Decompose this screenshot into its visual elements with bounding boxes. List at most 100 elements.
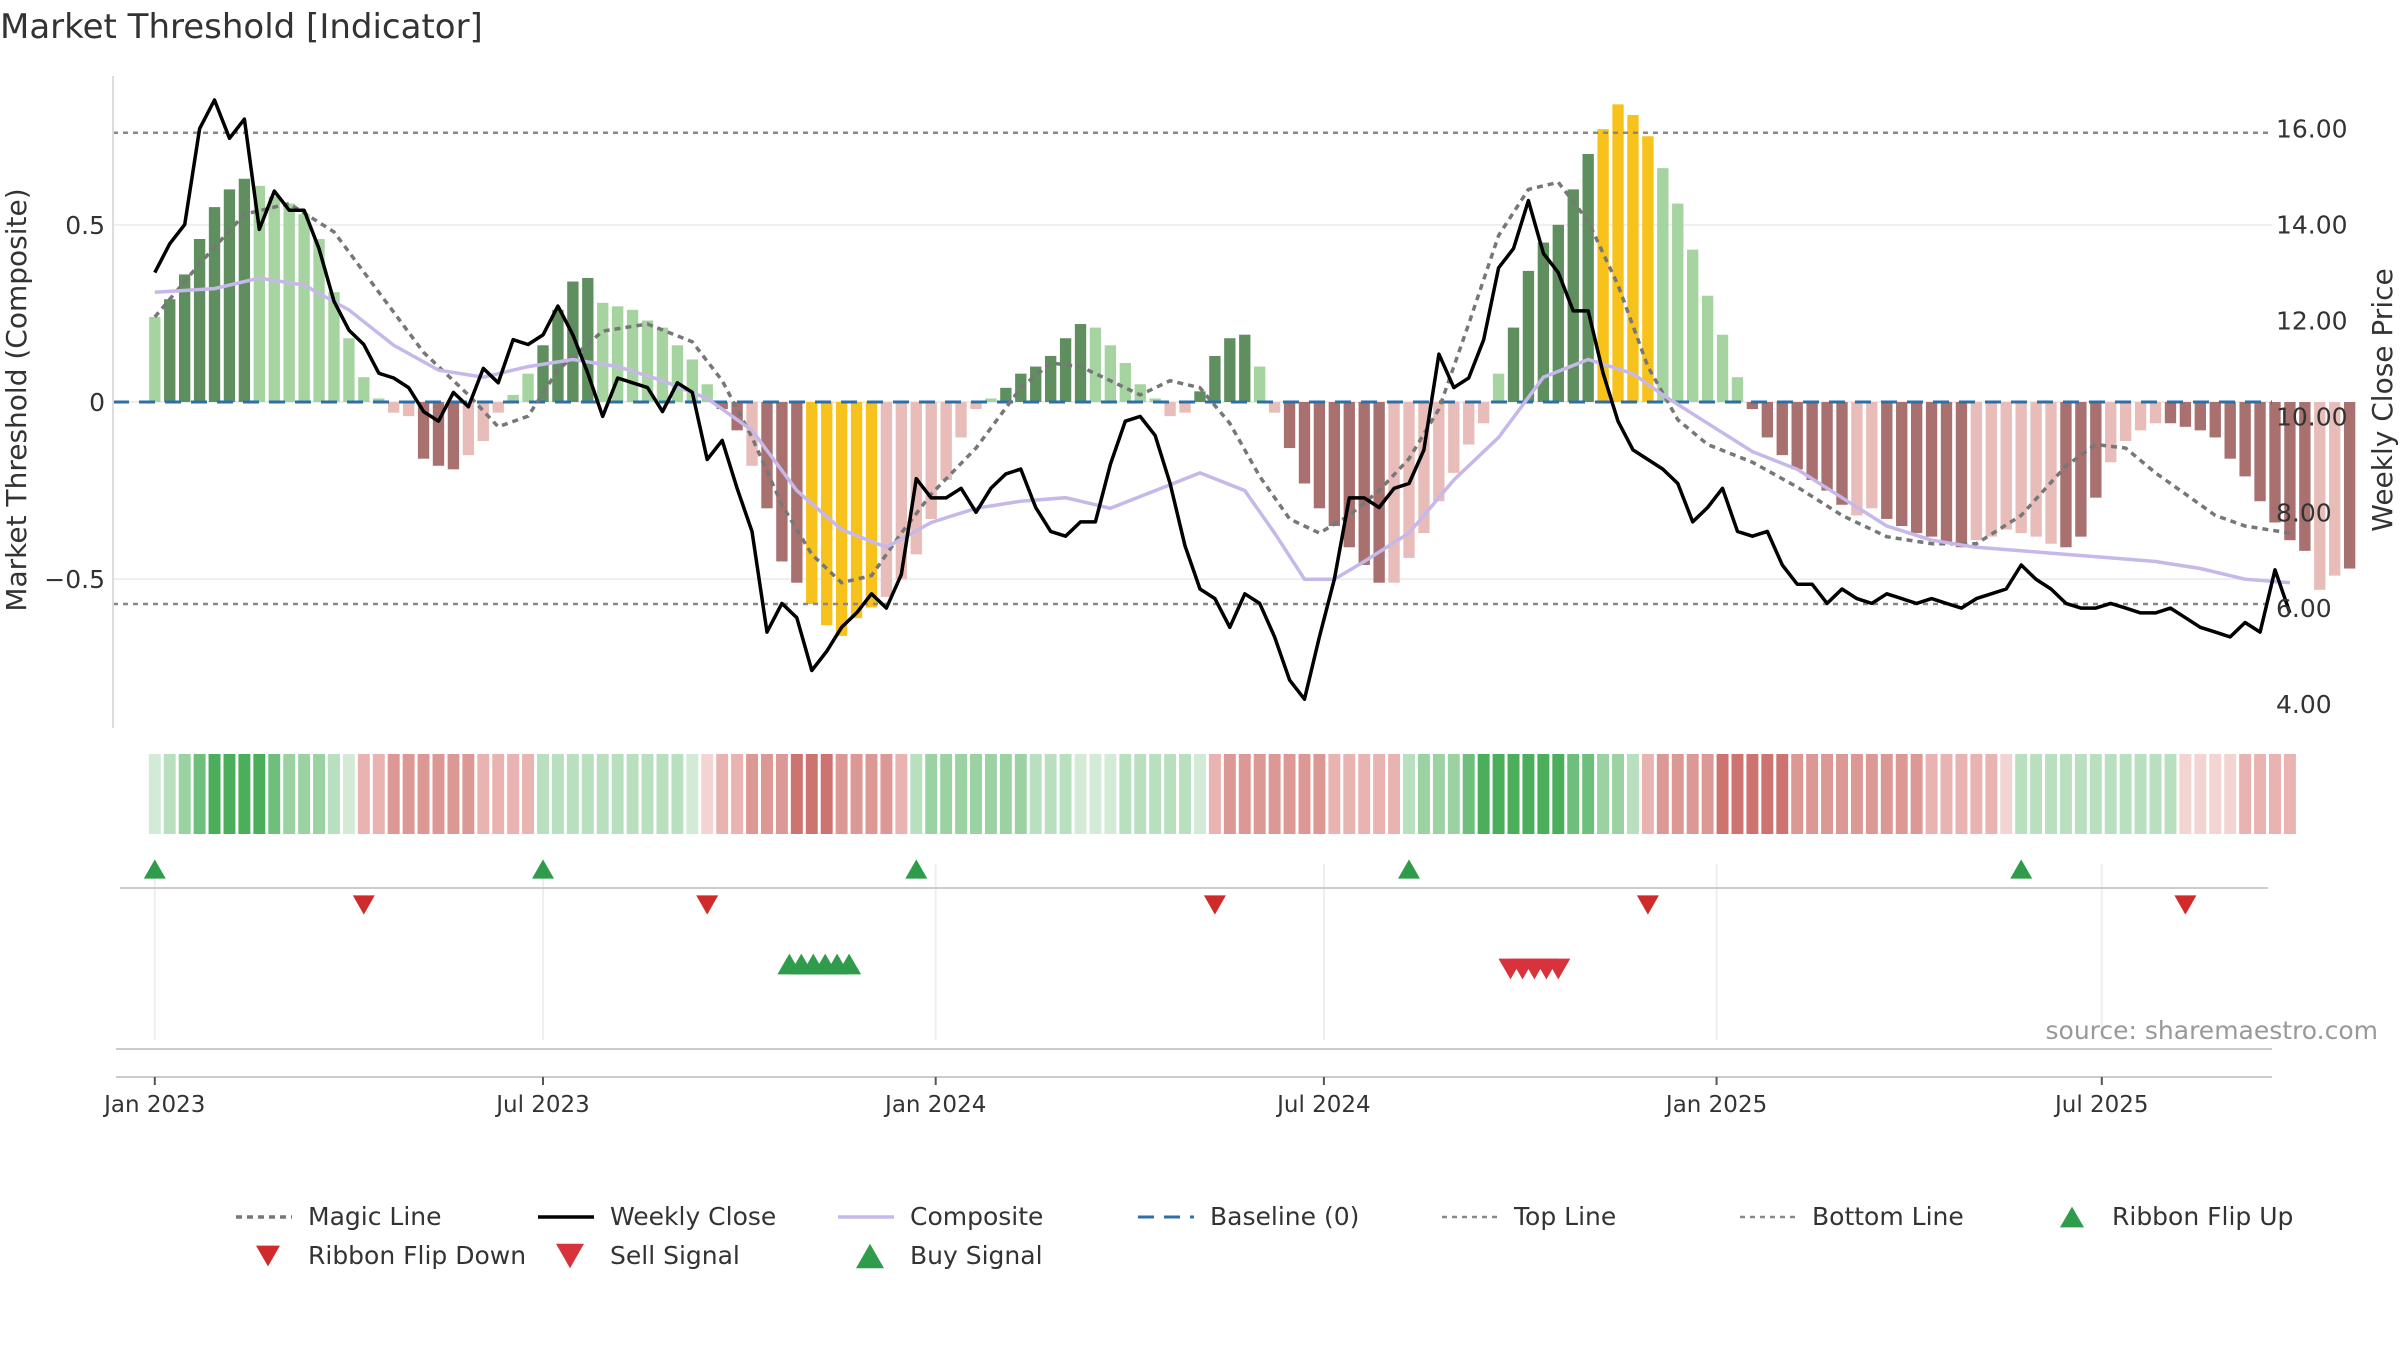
- gridlines: [113, 223, 2272, 1040]
- ribbon-cell: [223, 754, 236, 834]
- composite-bar: [850, 402, 863, 619]
- ribbon-cell: [1552, 754, 1565, 834]
- ribbon-cell: [2074, 754, 2087, 834]
- composite-bars: [149, 104, 2356, 636]
- ribbon-cell: [1925, 754, 1938, 834]
- ribbon-cell: [1432, 754, 1445, 834]
- x-tick-label: Jul 2024: [1275, 1092, 1371, 1118]
- ribbon-cell: [193, 754, 206, 834]
- ribbon-cell: [999, 754, 1012, 834]
- legend-item-close: Weekly Close: [538, 1202, 776, 1231]
- ribbon-cell: [268, 754, 281, 834]
- legend-label: Ribbon Flip Down: [308, 1241, 526, 1270]
- composite-bar: [2254, 402, 2266, 502]
- ribbon-cell: [1567, 754, 1580, 834]
- legend-label: Ribbon Flip Up: [2112, 1202, 2293, 1231]
- source-note: source: sharemaestro.com: [2046, 1016, 2379, 1045]
- composite-bar: [2343, 402, 2356, 569]
- ribbon-cell: [835, 754, 848, 834]
- ribbon-cell: [507, 754, 520, 834]
- composite-bar: [522, 373, 534, 402]
- composite-bar: [671, 345, 684, 402]
- ribbon-cell: [1388, 754, 1401, 834]
- composite-line: [154, 276, 2291, 585]
- ribbon-cell: [1373, 754, 1386, 834]
- legend-swatch: [856, 1243, 884, 1269]
- legend-item-top: Top Line: [1442, 1202, 1616, 1231]
- ribbon-cell: [298, 754, 311, 834]
- ribbon-cell: [208, 754, 221, 834]
- ribbon-cell: [760, 754, 773, 834]
- composite-bar: [2284, 402, 2296, 541]
- composite-bar: [1089, 327, 1102, 402]
- legend-item-composite: Composite: [838, 1202, 1043, 1231]
- composite-bar: [1283, 402, 1296, 449]
- composite-bar: [1507, 327, 1520, 402]
- composite-bar: [208, 207, 221, 402]
- y-tick-label-right: 6.00: [2276, 594, 2332, 623]
- ribbon-cell: [537, 754, 549, 834]
- composite-bar: [2030, 402, 2042, 537]
- ribbon-cell: [357, 754, 370, 834]
- composite-bar: [1776, 402, 1788, 456]
- composite-bar: [537, 345, 549, 402]
- composite-bar: [2179, 402, 2192, 427]
- series-lines: [113, 98, 2292, 701]
- ribbon-cell: [2000, 754, 2013, 834]
- ribbon-cell: [253, 754, 266, 834]
- sell-signal-marker: [1546, 958, 1571, 980]
- composite-bar: [283, 203, 295, 402]
- ribbon-cell: [1029, 754, 1042, 834]
- ribbon-cell: [1791, 754, 1804, 834]
- ribbon-cell: [1358, 754, 1371, 834]
- axes: 0.5 0 −0.5 16.00 14.00 12.00 10.00 8.00 6.00 4.00…: [44, 76, 2348, 1118]
- ribbon-cell: [880, 754, 893, 834]
- ribbon-cell: [1970, 754, 1983, 834]
- ribbon-cell: [775, 754, 788, 834]
- composite-bar: [1224, 338, 1236, 402]
- legend-item-baseline: Baseline (0): [1138, 1202, 1359, 1231]
- legend-item-sell: Sell Signal: [556, 1241, 740, 1270]
- ribbon-flip-up-marker: [143, 859, 166, 879]
- ribbon-cell: [1298, 754, 1311, 834]
- ribbon-cell: [925, 754, 938, 834]
- composite-bar: [1433, 402, 1445, 502]
- composite-bar: [388, 402, 400, 413]
- y-tick-label-left: 0.5: [65, 211, 105, 240]
- composite-bar: [2164, 402, 2177, 424]
- signal-markers: [143, 859, 2197, 980]
- ribbon-cell: [1686, 754, 1699, 834]
- composite-bar: [940, 402, 952, 480]
- composite-bar: [2134, 402, 2147, 431]
- ribbon-cell: [148, 754, 161, 834]
- composite-bar: [1104, 345, 1117, 402]
- ribbon-cell: [1089, 754, 1102, 834]
- legend-item-magic: Magic Line: [236, 1202, 442, 1231]
- composite-bar: [1268, 402, 1281, 413]
- ribbon-strip: [148, 754, 2296, 834]
- ribbon-cell: [1746, 754, 1759, 834]
- ribbon-cell: [1193, 754, 1206, 834]
- x-tick-label: Jan 2024: [883, 1092, 986, 1118]
- composite-bar: [492, 402, 504, 413]
- composite-bar: [776, 402, 788, 562]
- composite-bar: [761, 402, 773, 509]
- composite-bar: [178, 274, 191, 402]
- composite-bar: [1821, 402, 1833, 491]
- y-tick-label-right: 8.00: [2276, 498, 2332, 527]
- ribbon-cell: [1716, 754, 1729, 834]
- composite-bar: [1537, 242, 1550, 402]
- composite-bar: [358, 377, 370, 402]
- composite-bar: [1731, 377, 1744, 402]
- composite-bar: [1597, 129, 1609, 403]
- composite-bar: [1388, 402, 1400, 583]
- ribbon-cell: [342, 754, 355, 834]
- composite-bar: [1657, 168, 1669, 402]
- ribbon-cell: [1074, 754, 1087, 834]
- composite-bar: [611, 306, 624, 402]
- ribbon-cell: [731, 754, 744, 834]
- composite-bar: [1746, 402, 1759, 410]
- ribbon-cell: [2149, 754, 2162, 834]
- ribbon-cell: [1641, 754, 1654, 834]
